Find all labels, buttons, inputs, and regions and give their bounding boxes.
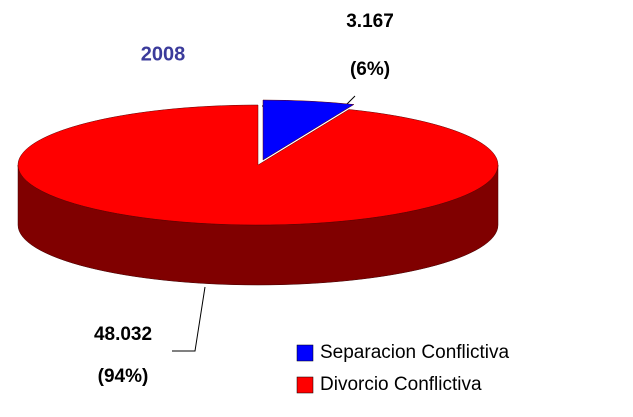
value-label: 3.167 — [346, 11, 394, 32]
legend-label: Divorcio Conflictiva — [320, 374, 482, 395]
legend-swatch — [296, 376, 314, 394]
pie-slice — [17, 104, 499, 226]
value-label: 48.032 — [94, 324, 152, 345]
pie-slice — [262, 99, 355, 161]
leader-line — [172, 286, 206, 352]
chart-title: 2008 — [141, 43, 186, 65]
legend-label: Separacion Conflictiva — [320, 342, 509, 363]
percent-label: (94%) — [98, 366, 149, 387]
percent-label: (6%) — [350, 59, 390, 80]
legend-swatch — [296, 344, 314, 362]
